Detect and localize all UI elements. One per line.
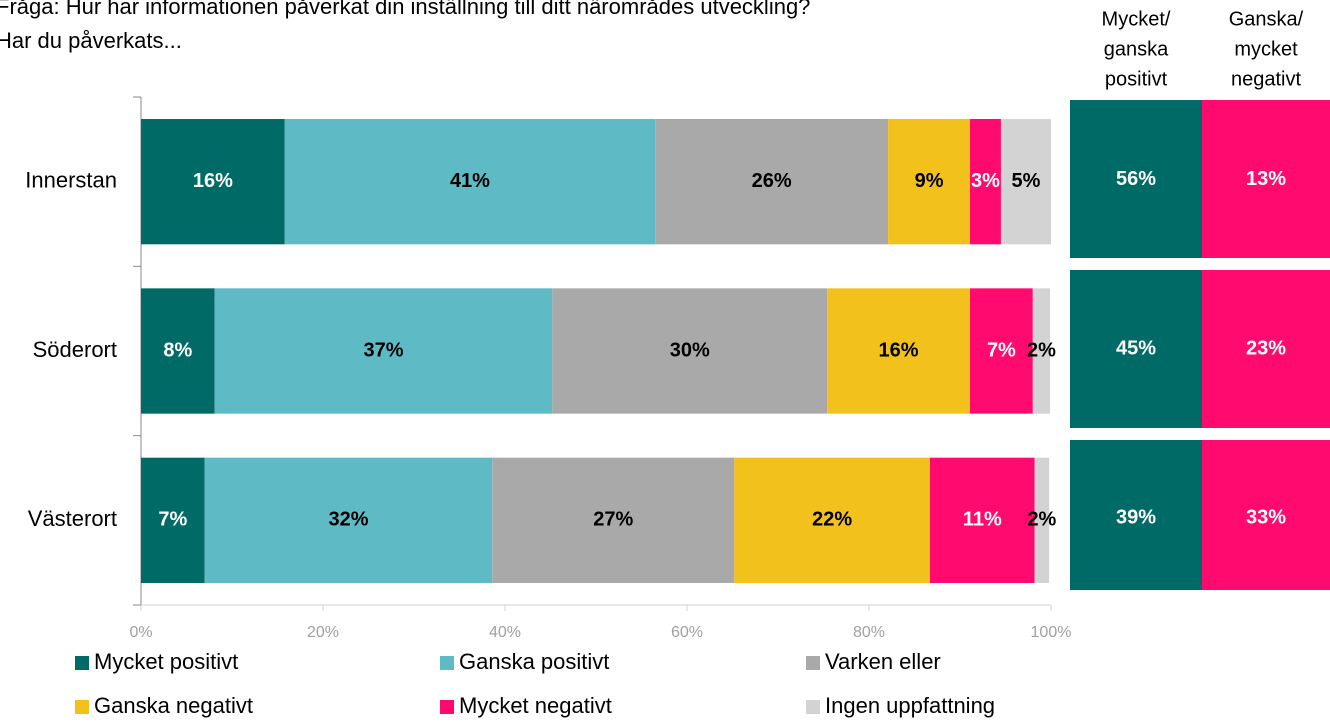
legend-label: Mycket positivt — [94, 649, 238, 674]
x-tick-label: 60% — [671, 624, 703, 641]
summary-cell — [1070, 100, 1202, 258]
data-label: 5% — [1012, 170, 1041, 192]
x-tick-label: 40% — [489, 624, 521, 641]
chart-title: Fråga: Hur har informationen påverkat di… — [0, 0, 810, 19]
summary-value: 23% — [1246, 337, 1286, 359]
data-label: 32% — [328, 509, 368, 531]
summary-cell — [1202, 270, 1330, 428]
bar-segment — [204, 457, 493, 583]
legend-swatch — [440, 656, 454, 670]
data-label: 9% — [915, 170, 944, 192]
summary-value: 39% — [1116, 507, 1156, 529]
chart-title: Har du påverkats... — [0, 28, 182, 53]
legend-label: Ganska negativt — [94, 693, 253, 718]
legend-label: Mycket negativt — [459, 693, 612, 718]
bar-segment — [655, 119, 889, 245]
bar-segment — [929, 457, 1035, 583]
data-label: 2% — [1027, 339, 1056, 361]
summary-header: positivt — [1105, 68, 1168, 90]
summary-header: Ganska/ — [1229, 8, 1304, 30]
y-tick-label: Västerort — [28, 506, 117, 531]
bar-segment — [734, 457, 930, 583]
data-label: 7% — [158, 509, 187, 531]
bar-segment — [970, 119, 1001, 245]
data-label: 3% — [971, 170, 1000, 192]
bar-segment — [141, 457, 205, 583]
legend-swatch — [806, 656, 820, 670]
legend-swatch — [806, 700, 820, 714]
x-tick-label: 80% — [853, 624, 885, 641]
bar-segment — [888, 119, 971, 245]
data-label: 30% — [670, 339, 710, 361]
summary-value: 45% — [1116, 337, 1156, 359]
bar-segment — [492, 457, 735, 583]
data-label: 16% — [879, 339, 919, 361]
data-label: 7% — [987, 339, 1016, 361]
bar-segment — [141, 119, 285, 245]
x-tick-label: 0% — [129, 624, 152, 641]
data-label: 41% — [450, 170, 490, 192]
bar-segment — [1032, 288, 1051, 414]
summary-value: 56% — [1116, 168, 1156, 190]
data-label: 11% — [963, 509, 1002, 531]
summary-cell — [1202, 440, 1330, 590]
x-tick-label: 20% — [307, 624, 339, 641]
summary-value: 13% — [1246, 168, 1286, 190]
data-label: 16% — [193, 170, 233, 192]
data-label: 37% — [363, 339, 403, 361]
bar-segment — [552, 288, 828, 414]
summary-header: ganska — [1104, 38, 1169, 60]
data-label: 2% — [1027, 509, 1056, 531]
bar-segment — [141, 288, 215, 414]
data-label: 27% — [593, 509, 633, 531]
legend-swatch — [440, 700, 454, 714]
summary-cell — [1070, 270, 1202, 428]
data-label: 22% — [812, 509, 852, 531]
bar-segment — [214, 288, 553, 414]
data-label: 8% — [163, 339, 192, 361]
y-tick-label: Innerstan — [25, 167, 117, 192]
bar-segment — [1000, 119, 1051, 245]
summary-header: negativt — [1231, 68, 1301, 90]
bar-segment — [970, 288, 1033, 414]
legend-swatch — [75, 700, 89, 714]
legend-swatch — [75, 656, 89, 670]
x-tick-label: 100% — [1031, 624, 1072, 641]
summary-cell — [1070, 440, 1202, 590]
summary-header: Mycket/ — [1102, 8, 1171, 30]
bar-segment — [284, 119, 656, 245]
y-tick-label: Söderort — [33, 337, 117, 362]
data-label: 26% — [752, 170, 792, 192]
bar-segment — [1034, 457, 1050, 583]
summary-value: 33% — [1246, 507, 1286, 529]
legend-label: Ingen uppfattning — [825, 693, 995, 718]
legend-label: Varken eller — [825, 649, 941, 674]
summary-cell — [1202, 100, 1330, 258]
bar-segment — [827, 288, 971, 414]
legend-label: Ganska positivt — [459, 649, 609, 674]
summary-header: mycket — [1234, 38, 1298, 60]
